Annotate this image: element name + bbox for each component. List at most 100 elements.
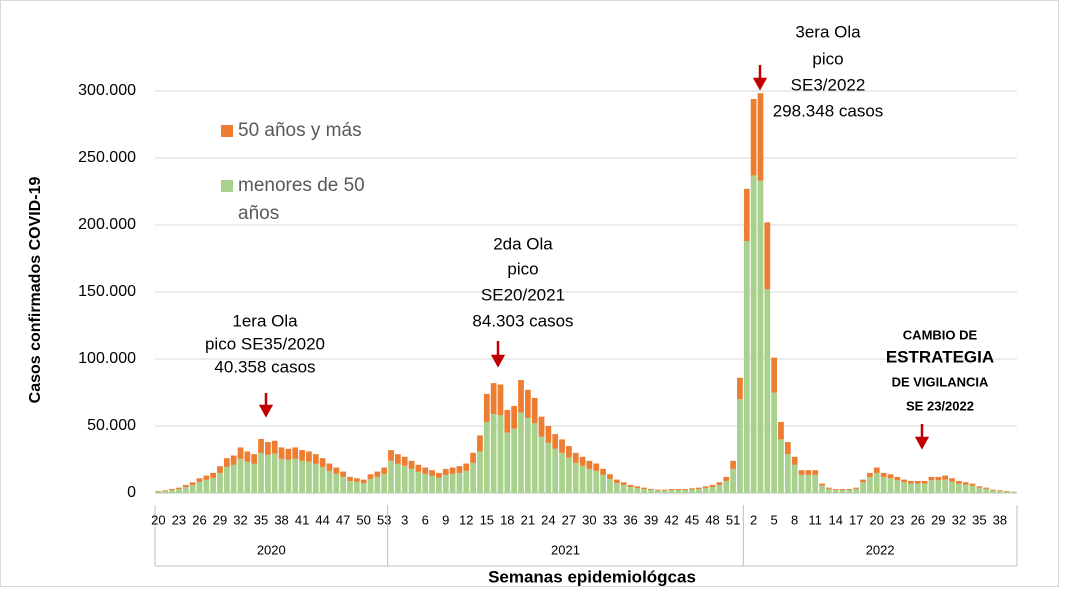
bar-segment	[292, 447, 299, 459]
bar-segment	[935, 480, 942, 493]
bar-segment	[668, 488, 675, 490]
bar-segment	[955, 480, 962, 484]
bar-segment	[217, 472, 223, 493]
bar-segment	[367, 474, 374, 479]
bar-segment	[258, 453, 264, 493]
x-tick-label: 32	[952, 512, 966, 527]
bar-segment	[278, 447, 285, 459]
bar-segment	[347, 480, 353, 493]
bar-segment	[347, 476, 353, 481]
bar-segment	[162, 490, 169, 493]
bar-segment	[600, 468, 606, 475]
x-tick-label: 18	[500, 512, 514, 527]
bar-segment	[504, 409, 511, 433]
x-tick-label: 5	[771, 512, 778, 527]
bar-segment	[559, 452, 565, 493]
annotation-line: ESTRATEGIA	[886, 347, 994, 366]
bar-segment	[333, 473, 340, 493]
group-label: 2022	[866, 542, 895, 557]
y-tick-label: 0	[127, 484, 136, 501]
bar-segment	[709, 486, 716, 493]
bar-segment	[607, 478, 613, 493]
x-tick-label: 29	[213, 512, 227, 527]
x-tick-label: 33	[603, 512, 617, 527]
x-tick-label: 12	[459, 512, 473, 527]
annotation-line: 1era Ola	[232, 311, 298, 330]
bar-segment	[155, 490, 162, 492]
bar-segment	[237, 447, 244, 459]
bar-segment	[997, 490, 1003, 493]
bar-segment	[490, 413, 497, 493]
x-tick-label: 26	[192, 512, 206, 527]
bar-segment	[983, 487, 990, 489]
bar-segment	[456, 472, 463, 493]
x-tick-label: 15	[480, 512, 494, 527]
bar-segment	[265, 442, 271, 455]
bar-segment	[470, 452, 476, 463]
bar-segment	[723, 476, 730, 481]
bar-segment	[880, 476, 887, 493]
bar-segment	[422, 467, 429, 474]
legend-label: 50 años y más	[238, 120, 362, 141]
bar-segment	[593, 470, 600, 493]
bar-segment	[832, 488, 839, 490]
bar-segment	[743, 188, 750, 242]
bar-segment	[839, 488, 846, 490]
bar-segment	[860, 482, 866, 493]
annotation-line: 3era Ola	[795, 22, 861, 41]
bar-segment	[908, 480, 914, 484]
bar-segment	[203, 475, 210, 480]
x-tick-label: 53	[377, 512, 391, 527]
arrow-head	[490, 354, 506, 368]
bar-segment	[791, 456, 798, 465]
bar-segment	[613, 479, 620, 483]
legend-swatch	[221, 125, 233, 137]
bar-segment	[860, 479, 866, 483]
bar-segment	[798, 470, 805, 475]
annotation: 2da Ola pico SE20/2021 84.303 casos	[472, 234, 573, 330]
x-tick-label: 20	[151, 512, 165, 527]
bar-segment	[463, 470, 470, 493]
bar-segment	[1003, 490, 1010, 492]
bar-segment	[477, 435, 483, 452]
bar-segment	[764, 289, 771, 493]
bar-segment	[737, 399, 743, 493]
bar-segment	[470, 462, 476, 493]
bar-segment	[169, 488, 175, 490]
annotation-line: pico	[812, 49, 843, 68]
bar-segment	[217, 466, 223, 473]
bar-segment	[798, 474, 805, 493]
bar-segment	[196, 481, 203, 493]
x-tick-label: 42	[664, 512, 678, 527]
bar-segment	[983, 488, 990, 493]
bar-segment	[559, 439, 565, 453]
bar-segment	[805, 474, 812, 493]
bar-segment	[696, 487, 702, 489]
x-tick-label: 45	[685, 512, 699, 527]
bar-segment	[689, 489, 695, 493]
bar-segment	[867, 476, 873, 493]
bar-segment	[155, 491, 162, 493]
x-tick-label: 29	[931, 512, 945, 527]
bar-segment	[750, 175, 757, 494]
bar-segment	[176, 487, 182, 489]
bar-segment	[654, 489, 661, 491]
bar-segment	[408, 468, 415, 493]
bar-segment	[627, 486, 634, 493]
bar-segment	[285, 448, 292, 460]
bar-segment	[955, 483, 962, 493]
annotation-line: 84.303 casos	[472, 311, 573, 330]
bar-segment	[921, 480, 928, 484]
bar-segment	[887, 478, 894, 493]
bar-segment	[326, 463, 333, 471]
bar-segment	[716, 484, 723, 493]
bar-segment	[223, 458, 230, 467]
bar-segment	[716, 482, 723, 485]
bar-segment	[401, 465, 408, 493]
bar-segment	[531, 397, 538, 424]
x-tick-label: 44	[315, 512, 329, 527]
x-tick-label: 48	[705, 512, 719, 527]
bar-segment	[846, 488, 853, 490]
bar-segment	[901, 482, 907, 493]
